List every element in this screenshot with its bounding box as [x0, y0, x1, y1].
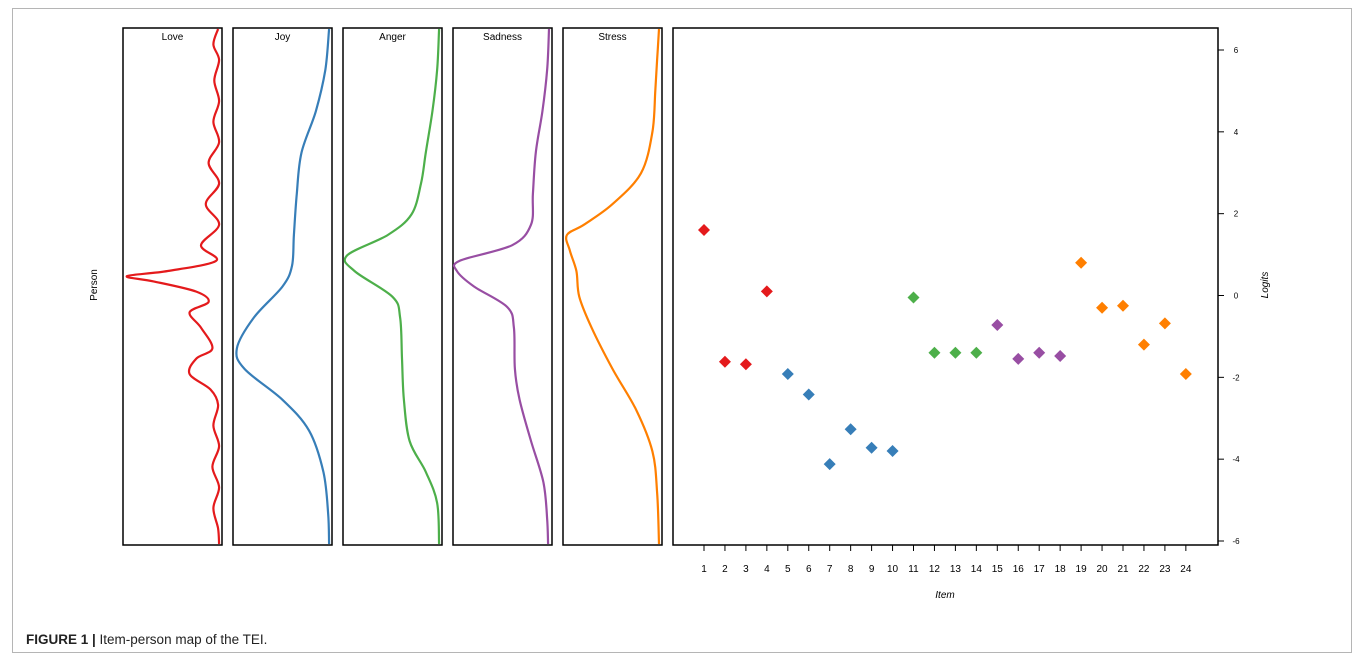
x-tick-label: 10: [887, 564, 899, 575]
x-tick-label: 18: [1055, 564, 1067, 575]
density-panel-title-love: Love: [162, 32, 184, 43]
density-curve-anger: [343, 28, 441, 545]
x-tick-label: 1: [701, 564, 707, 575]
density-panel-title-stress: Stress: [598, 32, 626, 43]
density-panel-frame-stress: [562, 27, 663, 546]
item-point: [1012, 352, 1025, 365]
item-point: [1137, 338, 1150, 351]
item-plot-frame: [672, 27, 1219, 546]
item-point: [1096, 301, 1109, 314]
x-tick-label: 7: [827, 564, 833, 575]
x-tick-label: 16: [1013, 564, 1025, 575]
item-point: [907, 291, 920, 304]
density-panel-title-anger: Anger: [379, 32, 406, 43]
y-tick-label: 2: [1234, 210, 1239, 219]
x-tick-label: 8: [848, 564, 854, 575]
x-tick-label: 15: [992, 564, 1004, 575]
item-point: [1033, 346, 1046, 359]
density-panel-frame-sadness: [452, 27, 553, 546]
x-tick-label: 6: [806, 564, 812, 575]
density-curve-sadness: [452, 28, 551, 545]
y-tick-label: 0: [1234, 292, 1239, 301]
caption-label: FIGURE 1 |: [26, 632, 96, 647]
item-point: [718, 355, 731, 368]
item-point: [823, 458, 836, 471]
density-curve-joy: [235, 28, 331, 545]
x-tick-label: 4: [764, 564, 770, 575]
x-tick-label: 9: [869, 564, 875, 575]
y-tick-label: -4: [1232, 455, 1240, 464]
x-tick-label: 11: [908, 564, 919, 575]
y-tick-label: 4: [1234, 128, 1239, 137]
y-tick-label: -6: [1232, 537, 1240, 546]
density-panel-title-sadness: Sadness: [483, 32, 522, 43]
item-point: [865, 441, 878, 454]
item-point: [781, 368, 794, 381]
x-tick-label: 14: [971, 564, 983, 575]
item-point: [886, 444, 899, 457]
caption-text: Item-person map of the TEI.: [95, 632, 268, 647]
item-point: [802, 388, 815, 401]
x-tick-label: 17: [1034, 564, 1046, 575]
x-tick-label: 12: [929, 564, 941, 575]
x-tick-label: 21: [1117, 564, 1129, 575]
item-point: [1075, 256, 1088, 269]
item-point: [928, 346, 941, 359]
density-curve-stress: [565, 28, 661, 545]
figure-caption: FIGURE 1 | Item-person map of the TEI.: [26, 632, 267, 647]
x-tick-label: 20: [1096, 564, 1108, 575]
item-point: [1054, 350, 1067, 363]
y-tick-label: 6: [1234, 46, 1239, 55]
x-tick-label: 23: [1159, 564, 1171, 575]
density-panels: Love Joy Anger Sadness Stress: [122, 27, 663, 546]
density-panel-frame-love: [122, 27, 223, 546]
x-tick-label: 24: [1180, 564, 1192, 575]
item-point: [760, 285, 773, 298]
figure-frame: [12, 8, 1352, 653]
x-tick-label: 19: [1076, 564, 1088, 575]
item-point: [698, 224, 710, 237]
x-tick-label: 3: [743, 564, 749, 575]
density-panel-frame-joy: [232, 27, 333, 546]
person-axis-label: Person: [89, 269, 100, 301]
y-axis-label: Logits: [1260, 272, 1271, 299]
item-point: [1117, 299, 1129, 312]
item-point: [1158, 317, 1171, 330]
item-point: [970, 346, 983, 359]
x-axis-label: Item: [935, 590, 954, 601]
x-tick-label: 22: [1138, 564, 1150, 575]
density-panel-title-joy: Joy: [275, 32, 291, 43]
item-point: [739, 358, 752, 371]
item-point: [1179, 368, 1192, 381]
density-panel-frame-anger: [342, 27, 443, 546]
y-tick-label: -2: [1232, 373, 1240, 382]
x-tick-label: 2: [722, 564, 728, 575]
item-point: [949, 346, 962, 359]
x-tick-label: 5: [785, 564, 791, 575]
x-tick-label: 13: [950, 564, 962, 575]
item-point: [844, 423, 857, 436]
item-point: [991, 318, 1004, 331]
density-curve-love: [125, 28, 221, 545]
